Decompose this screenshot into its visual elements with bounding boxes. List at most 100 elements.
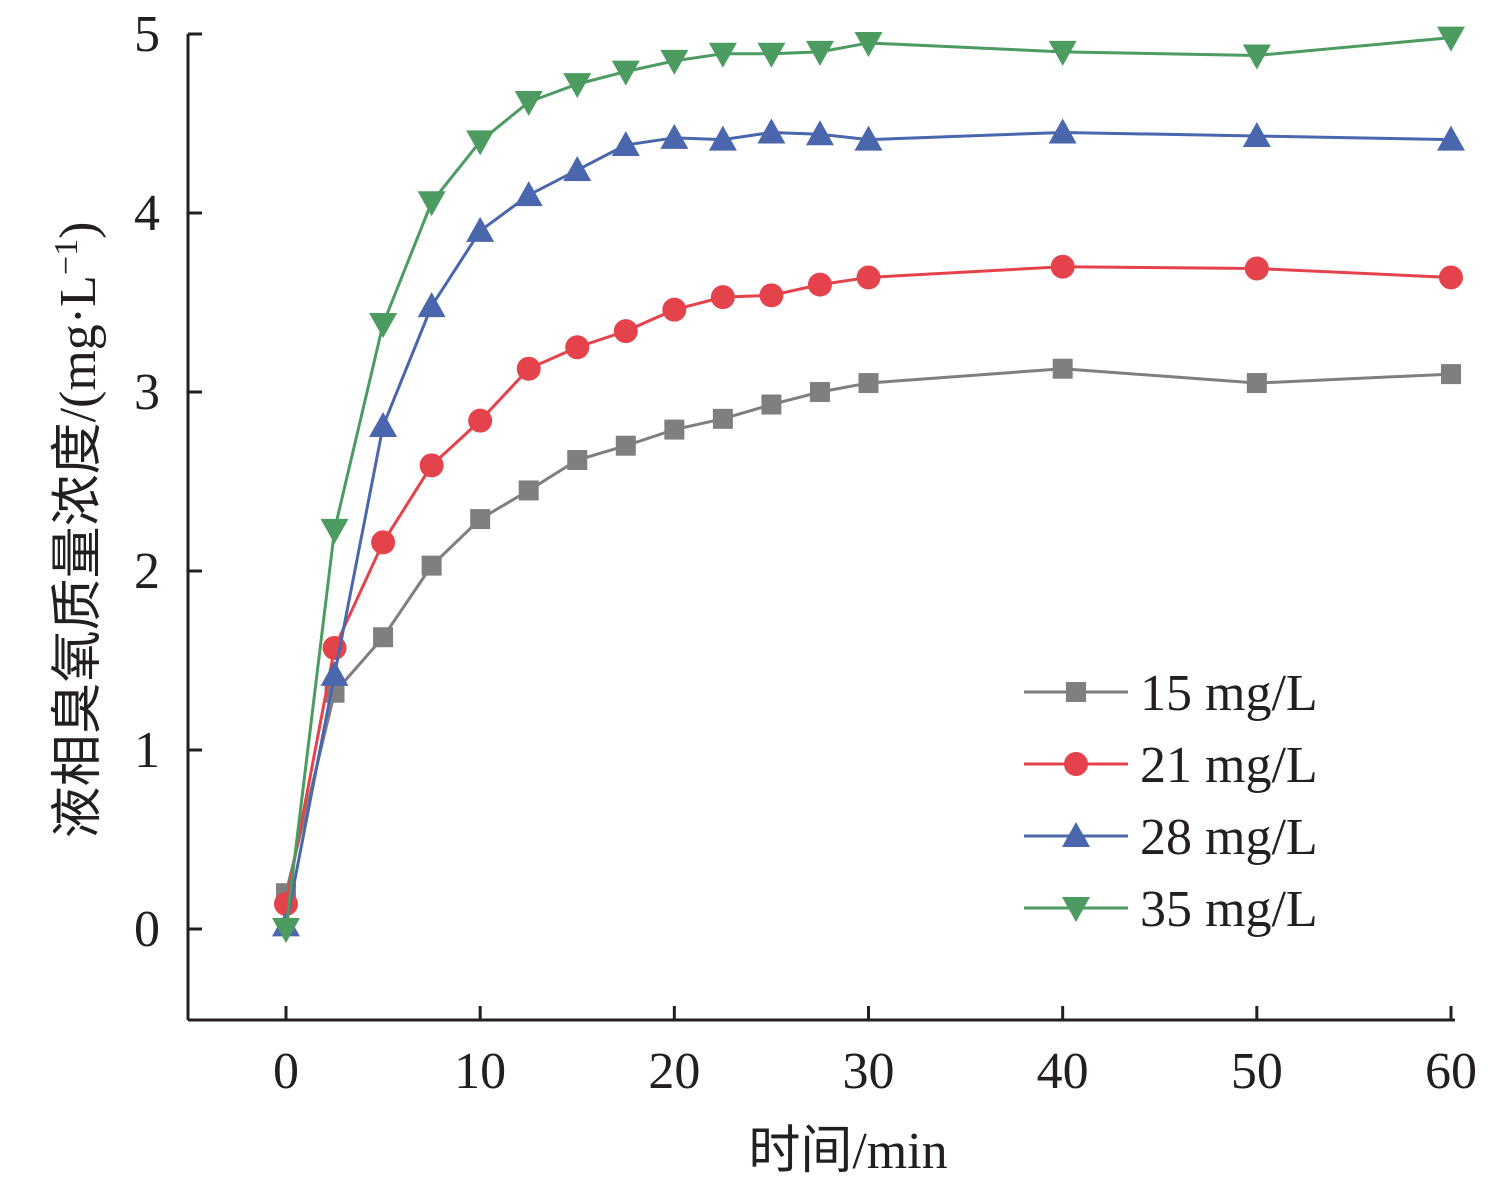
data-point — [858, 373, 879, 394]
data-point — [470, 509, 491, 530]
data-point — [516, 356, 541, 381]
data-point — [660, 49, 689, 75]
data-point — [615, 435, 636, 456]
series-0 — [276, 358, 1461, 904]
data-point — [563, 156, 592, 182]
legend-item: 21 mg/L — [1024, 737, 1318, 794]
data-point — [468, 408, 493, 433]
data-point — [1246, 373, 1267, 394]
data-point — [1437, 26, 1465, 52]
data-point — [565, 335, 590, 360]
data-point — [563, 73, 592, 99]
data-point — [809, 382, 830, 402]
data-point — [1244, 256, 1269, 281]
data-point — [1052, 358, 1073, 379]
legend-label: 21 mg/L — [1140, 737, 1318, 794]
legend-label: 28 mg/L — [1140, 809, 1318, 866]
y-axis-title: 液相臭氧质量浓度/(mg·L−1) — [48, 222, 107, 839]
data-point — [662, 297, 687, 322]
x-tick-label: 20 — [648, 1043, 700, 1100]
data-point — [611, 130, 640, 156]
data-point — [854, 125, 883, 151]
legend-label: 15 mg/L — [1140, 665, 1318, 722]
legend-marker — [1064, 752, 1088, 776]
y-tick-label: 0 — [134, 901, 160, 958]
data-point — [1048, 118, 1077, 144]
data-point — [514, 91, 543, 117]
legend-item: 28 mg/L — [1024, 809, 1318, 866]
legend-item: 35 mg/L — [1024, 881, 1318, 938]
legend-marker — [1062, 822, 1090, 847]
data-point — [373, 627, 394, 648]
x-axis-title: 时间/min — [748, 1123, 947, 1180]
data-point — [807, 272, 832, 297]
data-point — [712, 408, 733, 429]
data-point — [369, 312, 398, 338]
y-axis-title-sup: −1 — [48, 239, 85, 275]
data-point — [759, 283, 784, 308]
data-point — [757, 42, 786, 68]
data-point — [1441, 364, 1461, 385]
data-point — [805, 40, 834, 66]
data-point — [856, 265, 881, 290]
y-axis-title-close: ) — [50, 222, 107, 239]
data-point — [1050, 254, 1075, 279]
data-point — [761, 394, 782, 415]
series-2 — [272, 118, 1465, 937]
data-point — [518, 480, 539, 501]
series-line — [284, 265, 1452, 905]
data-point — [421, 555, 442, 576]
data-point — [320, 518, 349, 544]
data-point — [1437, 125, 1465, 151]
data-point — [417, 292, 446, 318]
legend-label: 35 mg/L — [1140, 881, 1318, 938]
data-point — [417, 191, 446, 217]
data-point — [710, 285, 735, 310]
data-point — [419, 453, 444, 478]
series-line — [284, 367, 1452, 894]
data-point — [805, 120, 834, 146]
series-3 — [272, 26, 1465, 943]
x-tick-label: 40 — [1037, 1043, 1089, 1100]
data-point — [466, 130, 495, 156]
data-point — [757, 118, 786, 144]
data-point — [567, 450, 588, 471]
x-tick-label: 50 — [1231, 1043, 1283, 1100]
y-axis-title-main: 液相臭氧质量浓度/(mg·L — [50, 275, 107, 838]
data-point — [1439, 265, 1463, 290]
data-point — [1242, 44, 1271, 70]
x-tick-label: 60 — [1425, 1043, 1477, 1100]
x-tick-label: 10 — [454, 1043, 506, 1100]
series-layer — [272, 26, 1465, 943]
x-tick-label: 30 — [843, 1043, 895, 1100]
legend-marker — [1062, 897, 1090, 922]
data-point — [371, 530, 396, 555]
data-point — [1242, 122, 1271, 148]
legend: 15 mg/L 21 mg/L 28 mg/L 35 mg/L — [1024, 665, 1318, 938]
data-point — [320, 660, 349, 686]
data-point — [369, 412, 398, 438]
y-tick-label: 5 — [134, 6, 160, 63]
data-point — [466, 216, 495, 242]
legend-item: 15 mg/L — [1024, 665, 1318, 722]
y-tick-label: 1 — [134, 722, 160, 779]
x-tick-label: 0 — [273, 1043, 299, 1100]
data-point — [1048, 40, 1077, 66]
data-point — [708, 42, 737, 68]
y-tick-label: 4 — [134, 185, 160, 242]
y-tick-label: 3 — [134, 364, 160, 421]
data-point — [272, 918, 300, 943]
data-point — [854, 31, 883, 57]
y-tick-label: 2 — [134, 543, 160, 600]
data-point — [660, 123, 689, 149]
data-point — [613, 319, 638, 344]
series-line — [284, 36, 1452, 930]
data-point — [664, 419, 685, 440]
series-line — [284, 130, 1452, 926]
data-point — [611, 60, 640, 86]
data-point — [514, 181, 543, 207]
data-point — [708, 125, 737, 151]
legend-marker — [1066, 682, 1086, 702]
